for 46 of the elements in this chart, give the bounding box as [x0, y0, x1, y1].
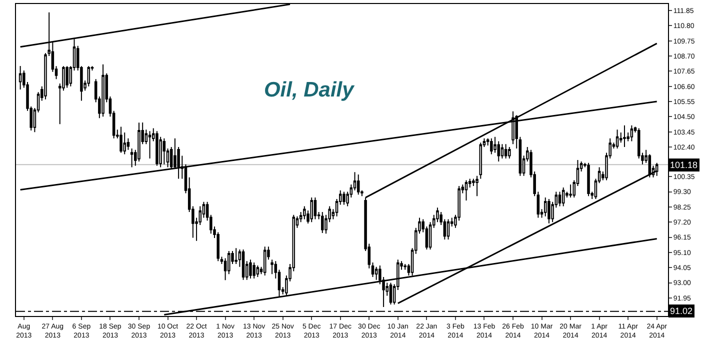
candlestick	[263, 246, 266, 276]
candlestick	[490, 138, 493, 155]
candlestick	[587, 162, 590, 197]
candlestick	[548, 198, 550, 224]
candlestick	[497, 140, 500, 162]
candlestick	[508, 146, 511, 160]
candlestick	[356, 174, 360, 196]
candlestick	[270, 259, 274, 275]
candlestick	[616, 129, 619, 149]
text: Oil, Daily	[264, 78, 356, 102]
candlestick	[504, 144, 508, 160]
candlestick	[558, 191, 562, 207]
candlestick	[374, 266, 378, 280]
candlestick	[314, 197, 317, 220]
candlestick	[87, 66, 90, 87]
candlestick	[249, 259, 252, 279]
candlestick	[310, 197, 313, 223]
candlestick	[138, 122, 140, 162]
candlestick	[66, 66, 68, 88]
candlestick	[156, 130, 158, 166]
candlestick	[562, 186, 565, 207]
candlestick	[479, 142, 482, 180]
candlestick	[389, 282, 392, 305]
ref-line-label: 101.18	[670, 160, 698, 170]
candlestick	[342, 191, 346, 206]
candlestick	[162, 138, 166, 165]
candlestick	[321, 212, 324, 234]
candlestick	[252, 262, 256, 279]
candlestick	[371, 262, 374, 278]
candlestick	[234, 248, 238, 264]
candlestick	[120, 126, 122, 154]
ref-line-label: 91.02	[670, 306, 693, 316]
candlestick	[569, 184, 572, 198]
candlestick	[242, 249, 245, 280]
candlestick	[303, 206, 306, 220]
candlestick	[130, 148, 134, 168]
candlestick	[446, 218, 450, 240]
candlestick	[464, 180, 468, 201]
candlestick	[148, 130, 152, 160]
candlestick	[623, 124, 626, 148]
candlestick	[500, 144, 504, 160]
candlestick	[256, 264, 260, 278]
candlestick	[630, 124, 634, 142]
candlestick	[476, 175, 478, 197]
candlestick	[102, 64, 104, 118]
candlestick	[18, 65, 22, 90]
